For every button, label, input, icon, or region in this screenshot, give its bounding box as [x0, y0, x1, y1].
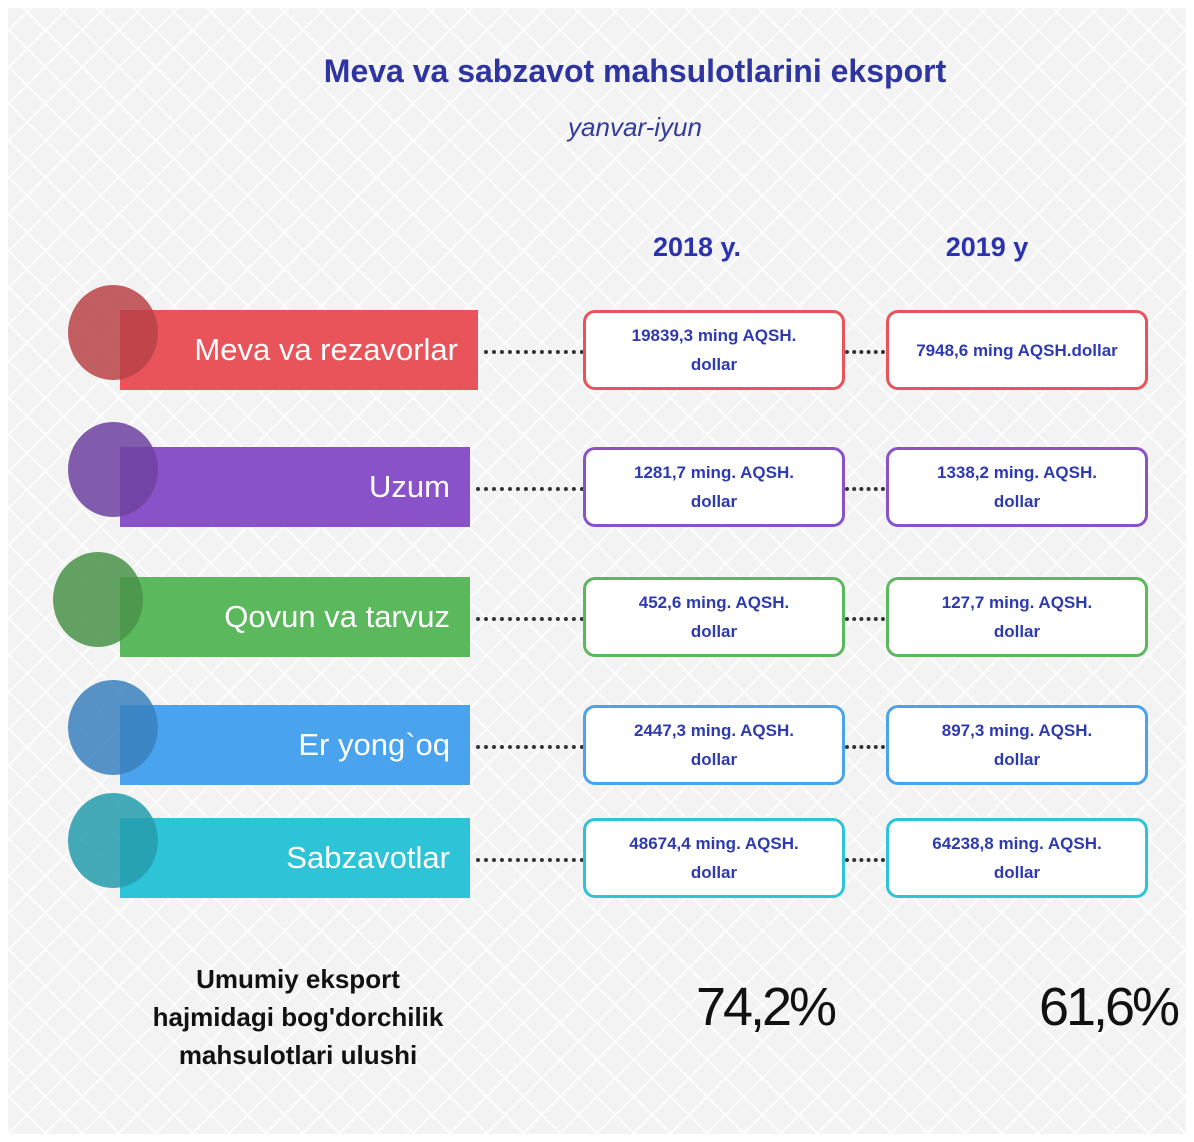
value-line: dollar: [690, 355, 738, 374]
footer-line: hajmidagi bog'dorchilik: [152, 1002, 444, 1032]
value-line: dollar: [690, 622, 738, 641]
icon: [68, 793, 158, 888]
value-line: 452,6 ming. AQSH.: [638, 593, 790, 612]
value-line: dollar: [690, 750, 738, 769]
value-line: 897,3 ming. AQSH.: [941, 721, 1093, 740]
icon: [68, 422, 158, 517]
icon: [68, 680, 158, 775]
value-line: 1338,2 ming. AQSH.: [937, 463, 1097, 482]
category-bar: Meva va rezavorlar: [120, 310, 478, 390]
category-bar: Uzum: [120, 447, 470, 527]
value-line: dollar: [690, 492, 738, 511]
value-line: dollar: [993, 863, 1041, 882]
connector: [845, 745, 885, 749]
column-header: 2018 y.: [652, 232, 742, 262]
value-box: 19839,3 ming AQSH. dollar: [583, 310, 845, 390]
connector: [476, 617, 584, 621]
footer-label: Umumiy eksport hajmidagi bog'dorchilik m…: [108, 960, 488, 1074]
value-line: 127,7 ming. AQSH.: [941, 593, 1093, 612]
value-line: 1281,7 ming. AQSH.: [634, 463, 794, 482]
icon: [68, 285, 158, 380]
value-line: 64238,8 ming. AQSH.: [932, 834, 1102, 853]
infographic: Meva va sabzavot mahsulotlarini eksport …: [8, 8, 1186, 1134]
category-bar: Qovun va tarvuz: [120, 577, 470, 657]
connector: [476, 745, 584, 749]
icon: [53, 552, 143, 647]
connector: [845, 350, 885, 354]
category-bar: Sabzavotlar: [120, 818, 470, 898]
value-box: 48674,4 ming. AQSH. dollar: [583, 818, 845, 898]
value-line: dollar: [993, 750, 1041, 769]
value-line: 7948,6 ming AQSH.dollar: [916, 340, 1118, 360]
connector: [476, 487, 584, 491]
connector: [845, 617, 885, 621]
subtitle: yanvar-iyun: [568, 112, 702, 142]
value-box: 1281,7 ming. AQSH. dollar: [583, 447, 845, 527]
value-line: dollar: [993, 622, 1041, 641]
share: 74,2%: [695, 977, 837, 1037]
value-box: 1338,2 ming. AQSH. dollar: [886, 447, 1148, 527]
value-line: 19839,3 ming AQSH.: [631, 326, 797, 345]
title: Meva va sabzavot mahsulotlarini eksport: [323, 53, 947, 89]
category-bar: Er yong`oq: [120, 705, 470, 785]
connector: [845, 487, 885, 491]
value-box: 127,7 ming. AQSH. dollar: [886, 577, 1148, 657]
value-box: 64238,8 ming. AQSH. dollar: [886, 818, 1148, 898]
connector: [484, 350, 584, 354]
share: 61,6%: [1038, 977, 1180, 1037]
connector: [476, 858, 584, 862]
column-header: 2019 y: [945, 232, 1029, 262]
value-line: dollar: [690, 863, 738, 882]
value-line: dollar: [993, 492, 1041, 511]
footer-line: mahsulotlari ulushi: [178, 1040, 418, 1070]
value-box: 897,3 ming. AQSH. dollar: [886, 705, 1148, 785]
value-line: 2447,3 ming. AQSH.: [634, 721, 794, 740]
value-line: 48674,4 ming. AQSH.: [629, 834, 799, 853]
connector: [845, 858, 885, 862]
value-box: 7948,6 ming AQSH.dollar: [886, 310, 1148, 390]
value-box: 452,6 ming. AQSH. dollar: [583, 577, 845, 657]
value-box: 2447,3 ming. AQSH. dollar: [583, 705, 845, 785]
footer-line: Umumiy eksport: [196, 964, 400, 994]
